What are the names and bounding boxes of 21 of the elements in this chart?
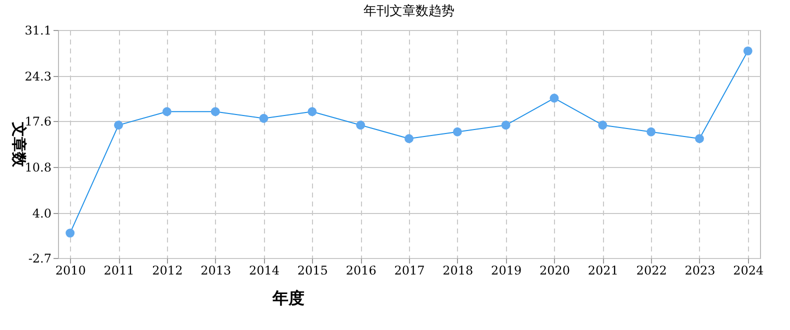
y-tick-label: 4.0 [32, 206, 52, 220]
x-tick-label: 2018 [442, 264, 474, 278]
y-tick-label: 31.1 [24, 24, 52, 38]
x-tick-label: 2020 [539, 264, 570, 278]
x-tick-label: 2016 [346, 264, 376, 278]
x-tick-label: 2011 [104, 264, 134, 278]
x-tick-label: 2010 [55, 264, 86, 278]
y-tick-label: -2.7 [28, 252, 52, 266]
x-tick-label: 2014 [248, 264, 280, 278]
y-tick-label: 24.3 [24, 69, 52, 84]
x-tick-label: 2023 [684, 264, 716, 278]
x-tick-label: 2015 [297, 264, 328, 278]
x-tick-label: 2024 [733, 264, 764, 278]
x-tick-label: 2021 [588, 264, 618, 278]
x-tick-label: 2017 [394, 264, 425, 278]
chart-title: 年刊文章数趋势 [364, 4, 454, 19]
x-axis-title: 年度 [272, 288, 304, 308]
x-tick-label: 2022 [636, 264, 667, 278]
x-tick-label: 2019 [491, 264, 522, 278]
x-tick-label: 2012 [152, 264, 183, 278]
x-tick-label: 2013 [200, 264, 232, 278]
